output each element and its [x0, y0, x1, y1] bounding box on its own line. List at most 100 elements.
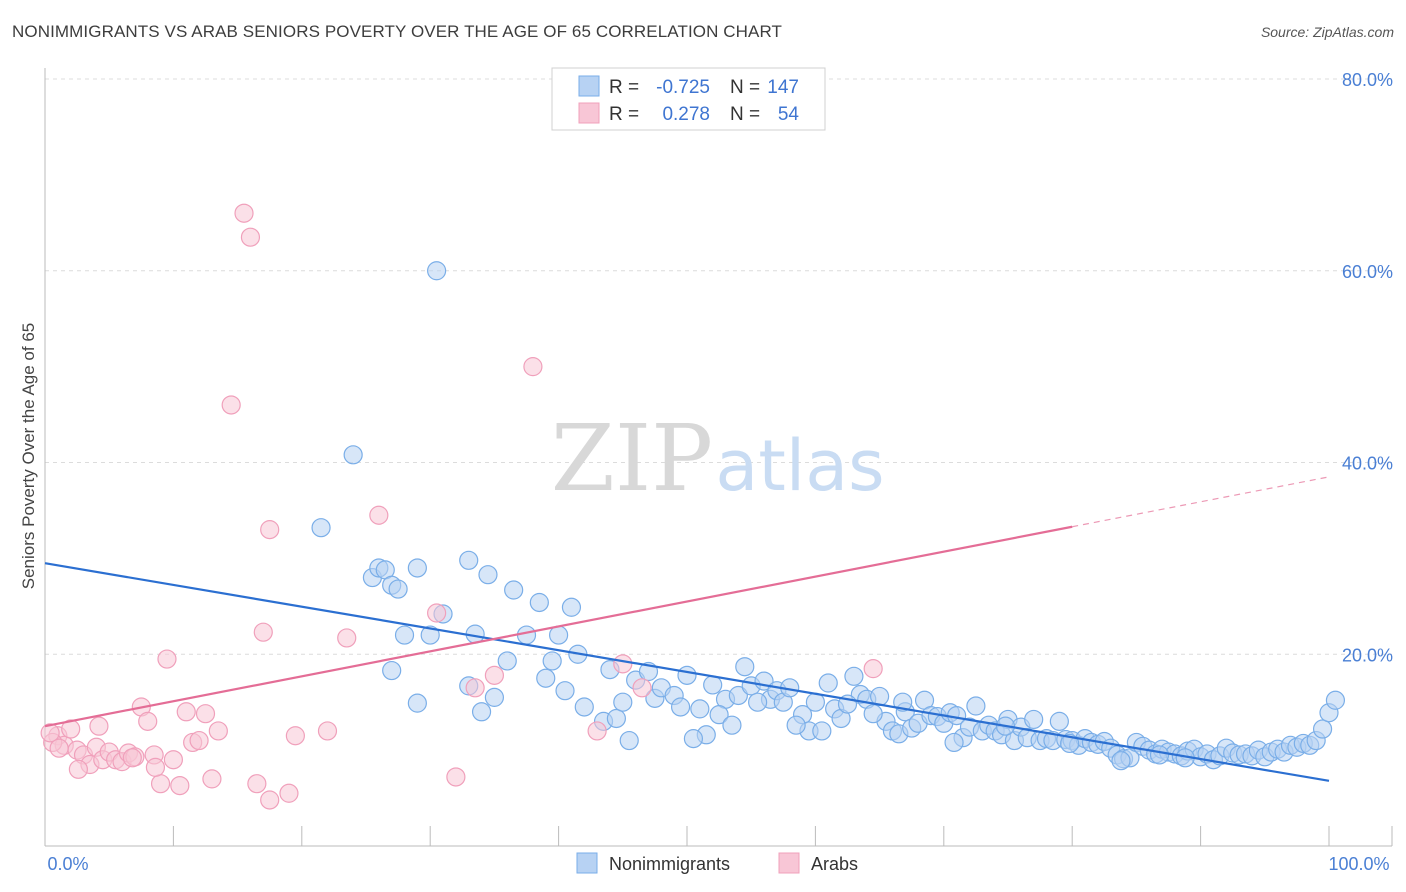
y-tick-label: 60.0%: [1342, 262, 1393, 282]
data-point: [735, 657, 755, 677]
data-point: [202, 769, 222, 789]
data-point: [812, 721, 832, 741]
data-point: [863, 659, 883, 679]
x-tick-label: 100.0%: [1328, 854, 1389, 874]
trend-lines: [44, 476, 1330, 782]
source-label: Source: ZipAtlas.com: [1260, 24, 1394, 40]
legend-n-value: 54: [778, 104, 800, 125]
data-point: [1060, 733, 1080, 754]
legend-label-nonimmigrants: Nonimmigrants: [609, 854, 730, 874]
data-point: [427, 603, 447, 623]
legend-label-arabs: Arabs: [811, 854, 858, 874]
y-tick-label: 80.0%: [1342, 70, 1393, 90]
watermark-zip: ZIP: [551, 405, 713, 512]
y-axis-label: Seniors Poverty Over the Age of 65: [19, 323, 38, 589]
data-point: [619, 730, 639, 751]
data-point: [844, 666, 864, 686]
data-point: [748, 692, 768, 712]
data-point: [1049, 711, 1069, 731]
data-point: [208, 721, 228, 741]
data-point: [407, 558, 427, 578]
data-point: [944, 732, 964, 753]
data-point: [613, 654, 633, 674]
data-point: [163, 750, 183, 770]
data-point: [49, 738, 69, 758]
data-point: [388, 579, 408, 599]
data-point: [542, 651, 562, 671]
data-point: [728, 685, 748, 706]
data-point: [343, 445, 363, 465]
data-point: [394, 625, 415, 645]
legend-swatch-arabs: [578, 102, 600, 124]
data-point: [317, 721, 338, 741]
data-point: [189, 730, 209, 751]
data-point: [157, 649, 177, 669]
data-point: [703, 675, 723, 695]
data-point: [555, 681, 575, 701]
data-point: [709, 705, 729, 725]
data-point: [1111, 751, 1131, 771]
data-point: [1149, 745, 1170, 765]
legend-r-value: -0.725: [656, 77, 710, 98]
legend-r-value: 0.278: [662, 104, 710, 125]
legend-swatch-nonimmigrants: [578, 75, 600, 97]
data-point: [145, 757, 166, 777]
data-point: [786, 715, 806, 735]
data-point: [497, 651, 517, 671]
legend-n-value: 147: [767, 77, 799, 98]
data-point: [427, 261, 447, 281]
data-point: [61, 719, 81, 739]
chart-title: NONIMMIGRANTS VS ARAB SENIORS POVERTY OV…: [12, 22, 783, 41]
legend-n-label: N =: [730, 104, 760, 125]
data-point: [138, 711, 158, 731]
data-point: [613, 692, 633, 712]
data-point: [253, 622, 273, 642]
trend-line-extension: [1072, 476, 1330, 528]
tick-labels: 20.0% 40.0% 60.0% 80.0% 0.0% 100.0%: [47, 70, 1393, 874]
data-point: [670, 697, 691, 717]
data-point: [504, 580, 524, 600]
data-point: [587, 721, 607, 741]
data-point: [459, 550, 479, 570]
data-point: [446, 767, 466, 787]
data-point: [471, 702, 492, 722]
data-point: [484, 665, 504, 685]
data-point: [677, 665, 697, 685]
data-point: [536, 668, 556, 688]
data-point: [1024, 709, 1044, 730]
data-point: [818, 673, 838, 693]
data-point: [369, 505, 389, 525]
series-nonimmigrants: [311, 261, 1346, 771]
data-point: [195, 704, 216, 724]
legend-n-label: N =: [730, 77, 760, 98]
data-point: [561, 597, 582, 617]
data-point: [68, 759, 88, 779]
legend-swatch-arabs: [778, 852, 800, 874]
legend-r-label: R =: [609, 77, 639, 98]
data-point: [574, 697, 594, 717]
data-point: [407, 693, 427, 713]
data-point: [260, 790, 280, 810]
axes: [44, 68, 1393, 847]
trend-line: [44, 525, 1073, 728]
stats-legend: R = -0.725 N = 147 R = 0.278 N = 54: [551, 67, 826, 131]
data-point: [690, 699, 710, 719]
series-arabs: [40, 203, 883, 810]
data-point: [247, 774, 267, 794]
data-point: [260, 520, 280, 540]
data-point: [122, 748, 142, 768]
data-point: [478, 565, 498, 585]
data-point: [606, 708, 626, 729]
y-tick-label: 40.0%: [1342, 454, 1393, 474]
gridlines: [45, 78, 1392, 655]
data-point: [337, 628, 357, 648]
data-point: [234, 203, 254, 223]
data-point: [529, 592, 549, 613]
watermark: ZIP atlas: [551, 405, 885, 512]
data-point: [863, 704, 883, 724]
data-point: [523, 357, 543, 377]
data-point: [382, 660, 402, 681]
data-point: [89, 716, 109, 736]
data-point: [285, 726, 305, 746]
